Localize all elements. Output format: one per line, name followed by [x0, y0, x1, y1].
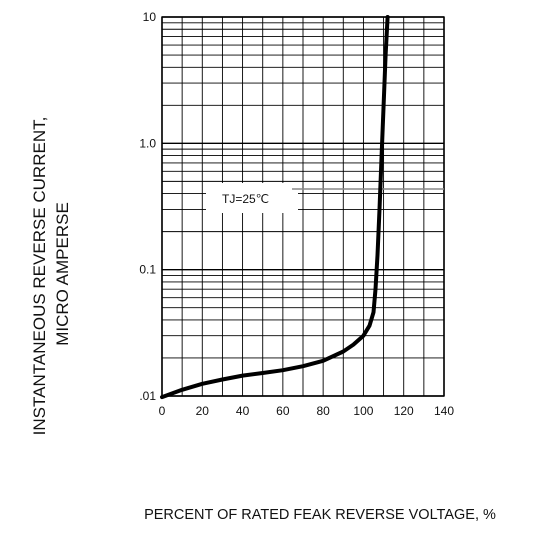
x-axis-label: PERCENT OF RATED FEAK REVERSE VOLTAGE, % [144, 507, 496, 523]
x-tick-label: 120 [394, 404, 414, 418]
y-tick-label: 0.1 [139, 263, 156, 277]
x-tick-label: 80 [316, 404, 330, 418]
x-tick-label: 40 [236, 404, 250, 418]
x-tick-label: 20 [196, 404, 210, 418]
x-tick-label: 0 [159, 404, 166, 418]
temperature-annotation: TJ=25℃ [222, 192, 269, 206]
y-axis-label-line-2: MICRO AMPERSE [53, 202, 72, 346]
plot-frame [161, 16, 445, 397]
series-group [160, 15, 390, 400]
axis-labels: INSTANTANEOUS REVERSE CURRENT, MICRO AMP… [30, 117, 496, 523]
y-tick-label: 1.0 [139, 136, 156, 150]
y-axis-label-line-1: INSTANTANEOUS REVERSE CURRENT, [30, 117, 49, 436]
y-tick-label: .01 [139, 389, 156, 403]
x-tick-label: 140 [434, 404, 454, 418]
y-tick-label: 10 [143, 10, 157, 24]
reverse-current-curve [160, 15, 390, 400]
grid [161, 16, 445, 397]
tick-labels: 0 20 40 60 80 100 120 140 .01 0.1 1.0 10 [139, 10, 454, 418]
x-tick-label: 100 [353, 404, 373, 418]
annotation-background [206, 183, 298, 213]
x-tick-label: 60 [276, 404, 290, 418]
annotation-group: TJ=25℃ [206, 183, 444, 213]
